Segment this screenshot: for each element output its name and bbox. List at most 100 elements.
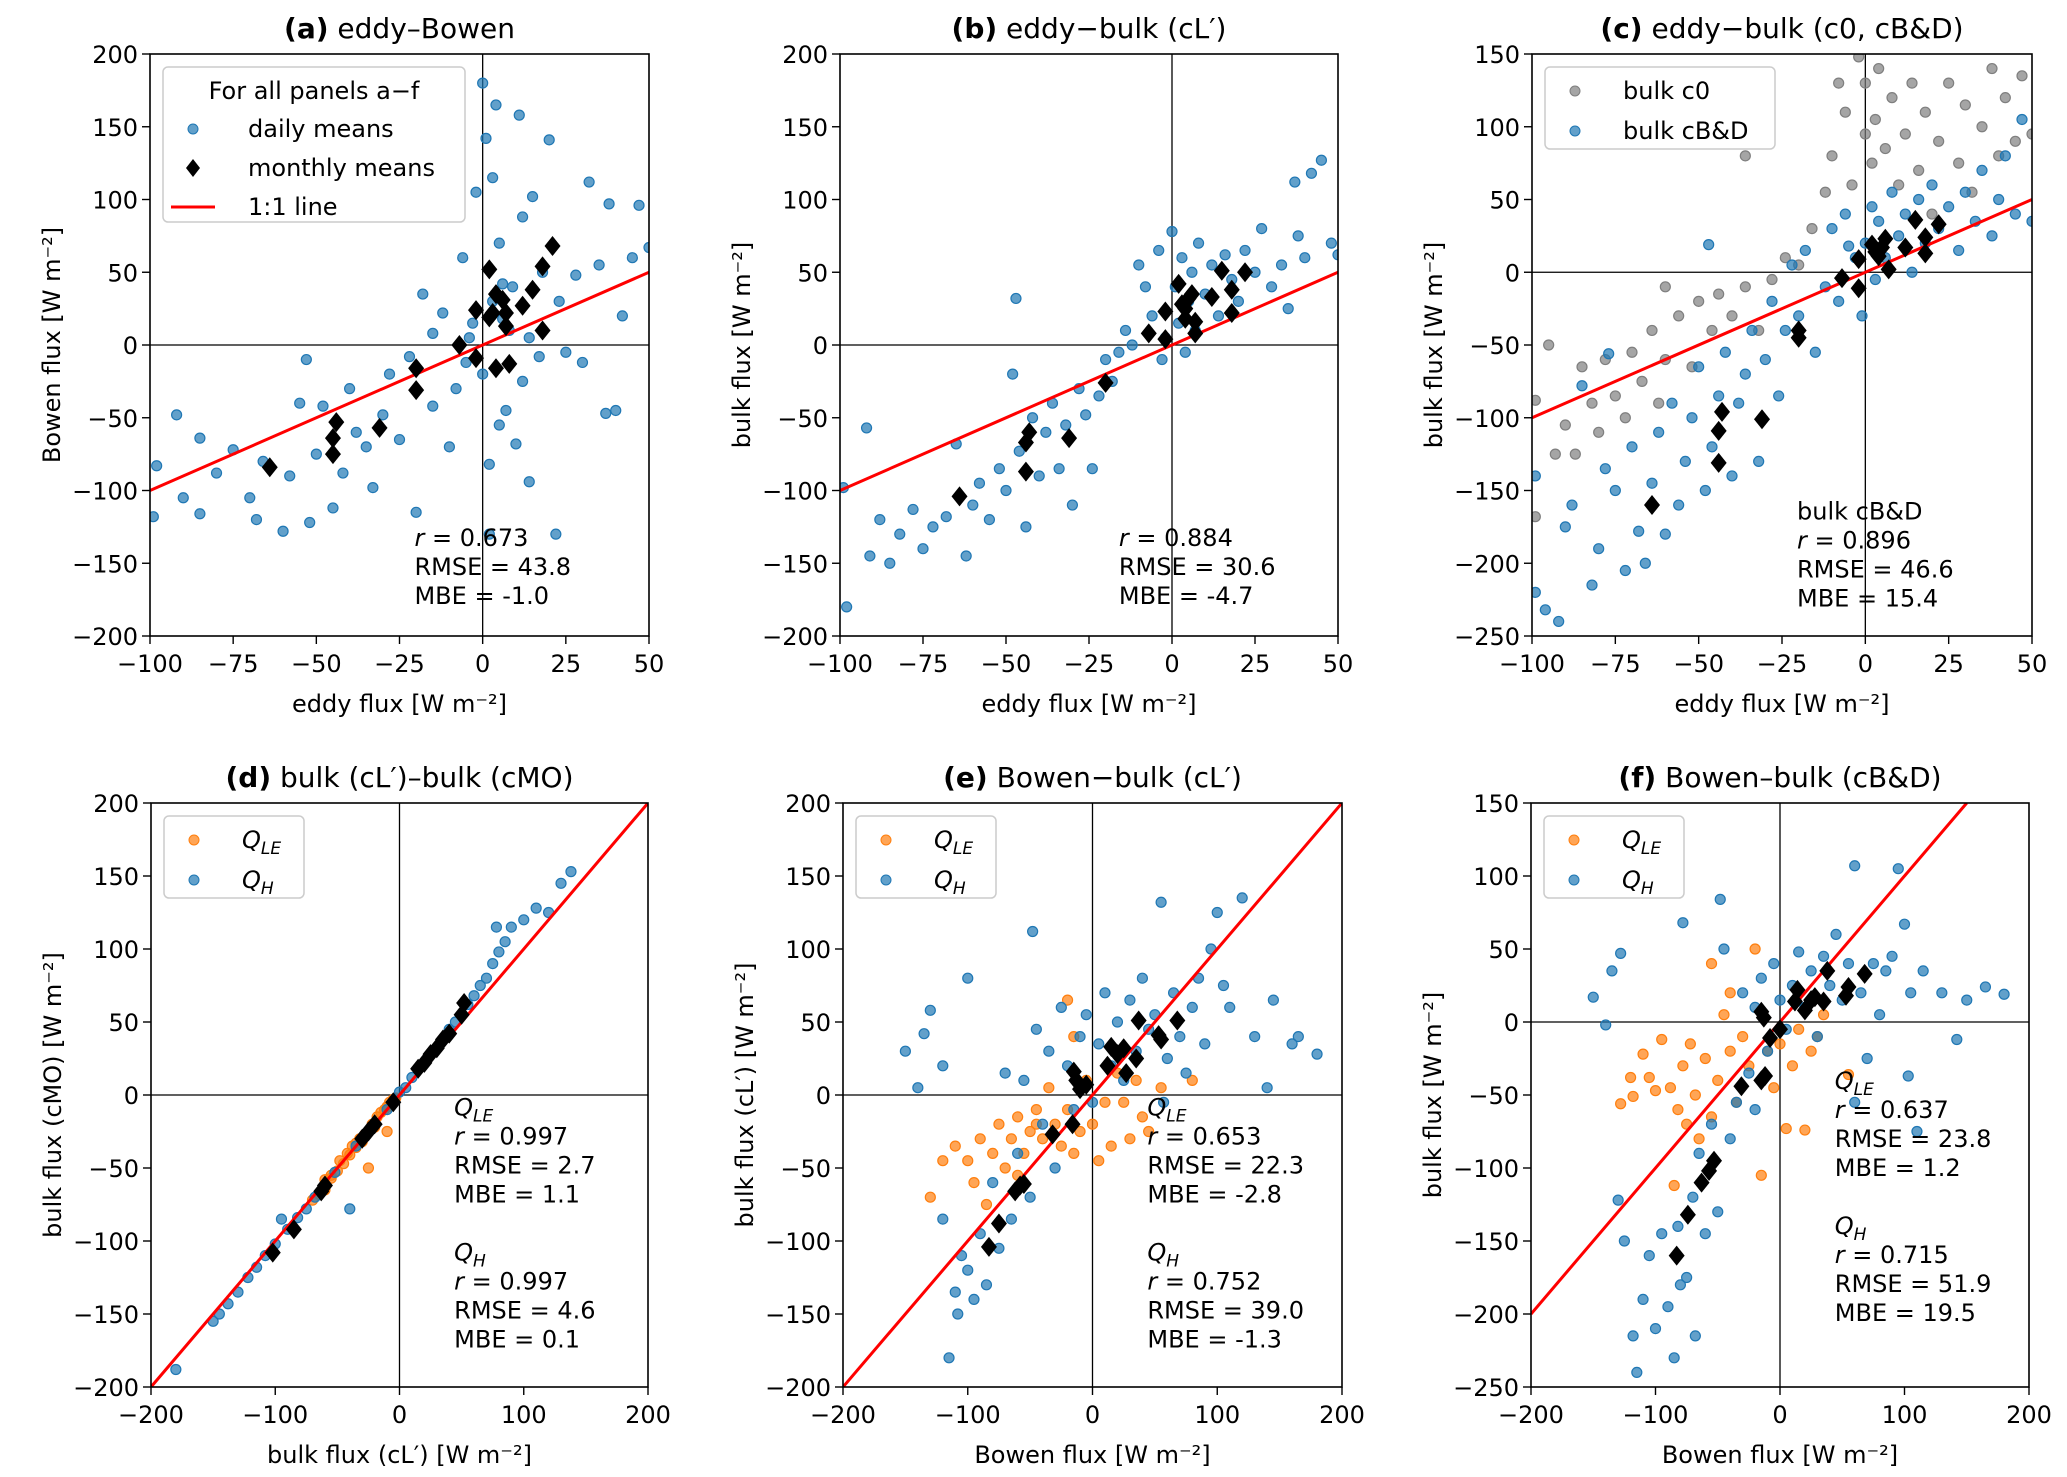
- daily-point: [194, 432, 206, 444]
- daily-point: [1040, 426, 1052, 438]
- daily-point: [1599, 463, 1611, 475]
- daily-point: [1113, 346, 1125, 358]
- monthly-mean-marker: [1668, 1245, 1685, 1266]
- stats-header: QH: [1835, 1212, 1867, 1245]
- daily-point: [1256, 223, 1268, 235]
- daily-point: [523, 476, 535, 488]
- one-to-one-line: [840, 270, 1338, 492]
- daily-point: [483, 528, 495, 540]
- daily-point: [1161, 1052, 1173, 1065]
- daily-point: [1174, 1030, 1186, 1043]
- daily-point: [952, 1308, 964, 1320]
- stat-r: r = 0.653: [1147, 1122, 1261, 1150]
- monthly-mean-marker: [1157, 329, 1174, 350]
- legend-label: bulk cB&D: [1623, 117, 1749, 145]
- daily-point: [2016, 113, 2028, 126]
- panel-b: (b) eddy−bulk (cL′) −100 −75 −50 −25 0 25 50 −20…: [728, 12, 1353, 718]
- daily-point: [1136, 972, 1149, 984]
- daily-point: [543, 134, 555, 146]
- x-tick-label: −25: [374, 650, 425, 678]
- daily-point: [884, 557, 896, 569]
- monthly-mean-marker: [481, 259, 498, 280]
- legend-label: 1:1 line: [248, 193, 338, 221]
- stat-mbe: MBE = -4.7: [1119, 582, 1254, 610]
- legend: bulk c0 bulk cB&D: [1544, 66, 1776, 150]
- monthly-mean-marker: [1169, 1010, 1186, 1031]
- daily-point: [1892, 863, 1904, 875]
- daily-point: [294, 397, 306, 409]
- monthly-mean-marker: [1157, 301, 1174, 322]
- daily-point: [1267, 994, 1279, 1006]
- daily-point: [1105, 1140, 1117, 1152]
- daily-point: [1705, 957, 1718, 970]
- x-tick-label: −200: [1498, 1401, 1564, 1429]
- monthly-mean-marker: [1754, 409, 1770, 430]
- monthly-mean-marker: [264, 1242, 281, 1263]
- monthly-mean-marker: [1710, 452, 1727, 473]
- x-tick-label: −25: [1064, 650, 1115, 678]
- monthly-mean-marker: [1930, 214, 1947, 235]
- daily-point: [1532, 586, 1541, 598]
- daily-point: [1646, 324, 1658, 337]
- daily-point: [1631, 1366, 1643, 1379]
- y-tick-label: −250: [1454, 623, 1520, 651]
- y-tick-label: 50: [1489, 187, 1520, 215]
- panel-c: (c) eddy−bulk (c0, cB&D)−100 −75 −50 −25 0 25…: [1420, 12, 2047, 718]
- legend: QLE QH: [855, 815, 997, 899]
- daily-point: [924, 1004, 936, 1016]
- daily-point: [1619, 564, 1631, 577]
- daily-point: [1060, 419, 1072, 431]
- daily-point: [600, 407, 612, 419]
- monthly-mean-marker: [1021, 422, 1038, 443]
- daily-point: [194, 508, 206, 520]
- daily-point: [1681, 1271, 1693, 1284]
- monthly-mean-marker: [1118, 1063, 1135, 1084]
- daily-point: [987, 1176, 999, 1189]
- monthly-mean-marker: [1733, 1076, 1750, 1097]
- y-axis-label: Bowen flux [W m⁻²]: [38, 227, 66, 463]
- daily-point: [497, 278, 509, 290]
- monthly-mean-marker: [1772, 1019, 1788, 1040]
- daily-point: [1668, 1352, 1680, 1364]
- stat-r: r = 0.884: [1119, 524, 1233, 552]
- daily-point: [1713, 390, 1725, 402]
- one-to-one-line: [1531, 803, 1968, 1315]
- monthly-mean-marker: [1183, 284, 1200, 305]
- daily-point: [1846, 179, 1858, 191]
- daily-point: [841, 601, 853, 613]
- y-tick-label: −100: [1454, 405, 1520, 433]
- panel-tag: (d): [225, 761, 271, 794]
- plot-area: [840, 54, 1338, 636]
- y-axis-label: bulk flux [W m⁻²]: [1419, 992, 1447, 1199]
- daily-point: [1010, 292, 1022, 305]
- x-tick-label: 50: [2017, 650, 2048, 678]
- daily-point: [480, 972, 493, 984]
- y-tick-label: 0: [813, 332, 828, 360]
- x-tick-label: 200: [625, 1401, 671, 1429]
- daily-point: [1861, 1052, 1873, 1065]
- daily-point: [1086, 1118, 1099, 1130]
- daily-point: [1026, 412, 1039, 424]
- daily-point: [1055, 1001, 1067, 1014]
- daily-point: [171, 409, 183, 421]
- series-bulk-c0: [1532, 54, 2032, 523]
- daily-point: [1199, 1038, 1211, 1050]
- daily-point: [1093, 1155, 1105, 1167]
- monthly-mean-marker: [1130, 1010, 1147, 1031]
- daily-point: [463, 332, 475, 344]
- panel-title: (b) eddy−bulk (cL′): [952, 12, 1227, 45]
- daily-point: [937, 1060, 949, 1072]
- x-tick-label: 200: [1319, 1401, 1365, 1429]
- daily-point: [565, 866, 577, 878]
- monthly-mean-marker: [324, 428, 341, 449]
- legend-label: QH: [242, 866, 274, 899]
- one-to-one-line: [1532, 198, 2032, 420]
- daily-point: [1726, 310, 1738, 322]
- daily-point: [1780, 1122, 1792, 1135]
- stat-r: r = 0.997: [454, 1267, 568, 1295]
- daily-point: [1911, 1125, 1923, 1138]
- daily-point: [860, 422, 873, 434]
- monthly-mean-marker: [1819, 960, 1836, 981]
- monthly-mean-marker: [1762, 1028, 1779, 1049]
- daily-point: [516, 211, 529, 223]
